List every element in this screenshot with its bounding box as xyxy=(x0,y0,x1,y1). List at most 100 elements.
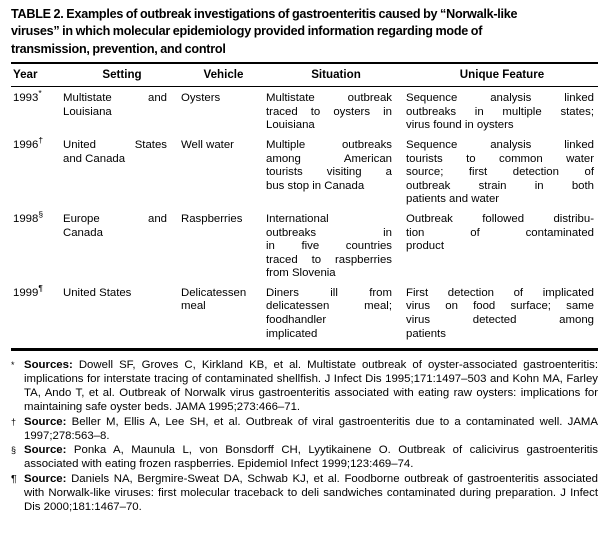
column-header-year: Year xyxy=(13,68,38,82)
footnote-text: Dowell SF, Groves C, Kirkland KB, et al.… xyxy=(24,358,598,414)
cell-line: Sequence analysis linked xyxy=(406,92,594,105)
cell-line: delicatessen meal; xyxy=(266,300,392,313)
footnote-label: Source: xyxy=(24,444,67,457)
footnote-text: Beller M, Ellis A, Lee SH, et al. Outbre… xyxy=(24,415,598,442)
cell-line: traced to oysters in xyxy=(266,105,392,118)
cell-line: bus stop in Canada xyxy=(266,179,365,192)
cell-line: United States xyxy=(63,286,132,299)
cell-line: Outbreak followed distribu- xyxy=(406,212,594,225)
table-top-rule xyxy=(11,61,598,65)
cell-situation: International outbreaks in in five countri… xyxy=(266,207,406,281)
cell-line: meal xyxy=(181,300,206,313)
column-header-feature: Unique Feature xyxy=(459,68,545,82)
cell-year: 1996† xyxy=(11,133,63,207)
cell-vehicle: Delicatessen meal xyxy=(181,281,266,341)
cell-vehicle: Well water xyxy=(181,133,266,207)
cell-line: traced to raspberries xyxy=(266,253,392,266)
cell-year: 1993* xyxy=(11,87,63,133)
cell-line: tion of contaminated xyxy=(406,226,594,239)
table-row: 1998§ Europe and Canada Raspberries Internat… xyxy=(11,207,598,281)
cell-line: First detection of implicated xyxy=(406,286,594,299)
year-value: 1993 xyxy=(13,92,39,105)
cell-line: Delicatessen xyxy=(181,286,247,299)
footnote-label: Sources: xyxy=(24,358,73,371)
cell-setting: United States and Canada xyxy=(63,133,181,207)
footnote-marker: † xyxy=(11,416,17,427)
cell-unique-feature: Sequence analysis linked outbreaks in mul… xyxy=(406,87,598,133)
cell-line: source; first detection of xyxy=(406,166,594,179)
cell-unique-feature: First detection of implicated virus on fo… xyxy=(406,281,598,341)
cell-year: 1999¶ xyxy=(11,281,63,341)
column-header-setting: Setting xyxy=(102,68,142,82)
table-caption-line-3: transmission, prevention, and control xyxy=(11,41,226,56)
footnote: † Source: Beller M, Ellis A, Lee SH, et a… xyxy=(11,415,598,443)
outbreak-investigations-table-body: 1993* Multistate and Louisiana Oysters Multi… xyxy=(11,87,598,341)
footnote: * Sources: Dowell SF, Groves C, Kirkland … xyxy=(11,358,598,414)
cell-line: outbreaks in multiple states; xyxy=(406,105,594,118)
footnote: § Source: Ponka A, Maunula L, von Bonsdor… xyxy=(11,443,598,471)
table-body: 1993* Multistate and Louisiana Oysters Multi… xyxy=(11,87,598,341)
cell-line: and Canada xyxy=(63,152,126,165)
cell-line: outbreak strain in both xyxy=(406,179,594,192)
cell-line: Diners ill from xyxy=(266,286,392,299)
cell-line: among American xyxy=(266,152,392,165)
cell-line: Europe and xyxy=(63,212,167,225)
cell-situation: Multiple outbreaks among American tourists… xyxy=(266,133,406,207)
column-header-vehicle: Vehicle xyxy=(203,68,244,82)
footnote-marker: § xyxy=(38,209,44,220)
table-caption-line-1: TABLE 2. Examples of outbreak investigat… xyxy=(11,7,518,21)
footnote-text: Daniels NA, Bergmire-Sweat DA, Schwab KJ… xyxy=(24,473,598,514)
cell-line: Multiple outbreaks xyxy=(266,138,392,151)
cell-line: outbreaks in xyxy=(266,226,392,239)
footnote-marker: † xyxy=(38,135,44,146)
cell-line: patients xyxy=(406,327,446,340)
cell-line: virus found in oysters xyxy=(406,119,514,132)
cell-year: 1998§ xyxy=(11,207,63,281)
cell-situation: Multistate outbreak traced to oysters in L… xyxy=(266,87,406,133)
footnote-text: Ponka A, Maunula L, von Bonsdorff CH, Ly… xyxy=(24,444,598,471)
cell-line: product xyxy=(406,240,444,253)
table-row: 1996† United States and Canada Well water Mu… xyxy=(11,133,598,207)
footnote-label: Source: xyxy=(24,415,67,428)
cell-line: from Slovenia xyxy=(266,267,336,280)
table-caption: TABLE 2. Examples of outbreak investigat… xyxy=(11,0,598,58)
cell-line: Well water xyxy=(181,138,234,151)
footnote-marker: * xyxy=(11,359,15,370)
year-value: 1998 xyxy=(13,212,39,225)
table-caption-line-2: viruses” in which molecular epidemiology… xyxy=(11,24,483,39)
cell-line: Multistate outbreak xyxy=(266,92,392,105)
cell-line: virus detected among xyxy=(406,314,594,327)
footnote-marker: § xyxy=(11,445,17,456)
cell-line: Multistate and xyxy=(63,92,167,105)
cell-setting: Europe and Canada xyxy=(63,207,181,281)
cell-line: Sequence analysis linked xyxy=(406,138,594,151)
cell-line: patients and water xyxy=(406,193,500,206)
footnote-marker: * xyxy=(38,88,42,99)
cell-line: virus on food surface; same xyxy=(406,300,594,313)
footnote-marker: ¶ xyxy=(11,473,17,486)
cell-line: in five countries xyxy=(266,240,392,253)
cell-setting: United States xyxy=(63,281,181,341)
cell-situation: Diners ill from delicatessen meal; foodhan… xyxy=(266,281,406,341)
cell-unique-feature: Outbreak followed distribu-tion of conta… xyxy=(406,207,598,281)
footnote: ¶ Source: Daniels NA, Bergmire-Sweat DA, … xyxy=(11,472,598,514)
cell-line: tourists visiting a xyxy=(266,166,392,179)
cell-line: implicated xyxy=(266,327,318,340)
cell-line: International xyxy=(266,212,329,225)
table-row: 1993* Multistate and Louisiana Oysters Multi… xyxy=(11,87,598,133)
table-bottom-rule xyxy=(11,348,598,351)
cell-unique-feature: Sequence analysis linked tourists to comm… xyxy=(406,133,598,207)
column-header-situation: Situation xyxy=(311,68,361,82)
cell-vehicle: Raspberries xyxy=(181,207,266,281)
cell-line: Raspberries xyxy=(181,212,243,225)
footnote-label: Source: xyxy=(24,473,67,486)
cell-line: Louisiana xyxy=(266,119,315,132)
outbreak-investigations-table: Year Setting Vehicle Situation Unique Fe… xyxy=(11,64,598,86)
year-value: 1999 xyxy=(13,286,39,299)
year-value: 1996 xyxy=(13,138,39,151)
table-header-row: Year Setting Vehicle Situation Unique Fe… xyxy=(11,64,598,86)
cell-line: Louisiana xyxy=(63,105,112,118)
cell-line: Canada xyxy=(63,226,103,239)
cell-line: Oysters xyxy=(181,92,221,105)
